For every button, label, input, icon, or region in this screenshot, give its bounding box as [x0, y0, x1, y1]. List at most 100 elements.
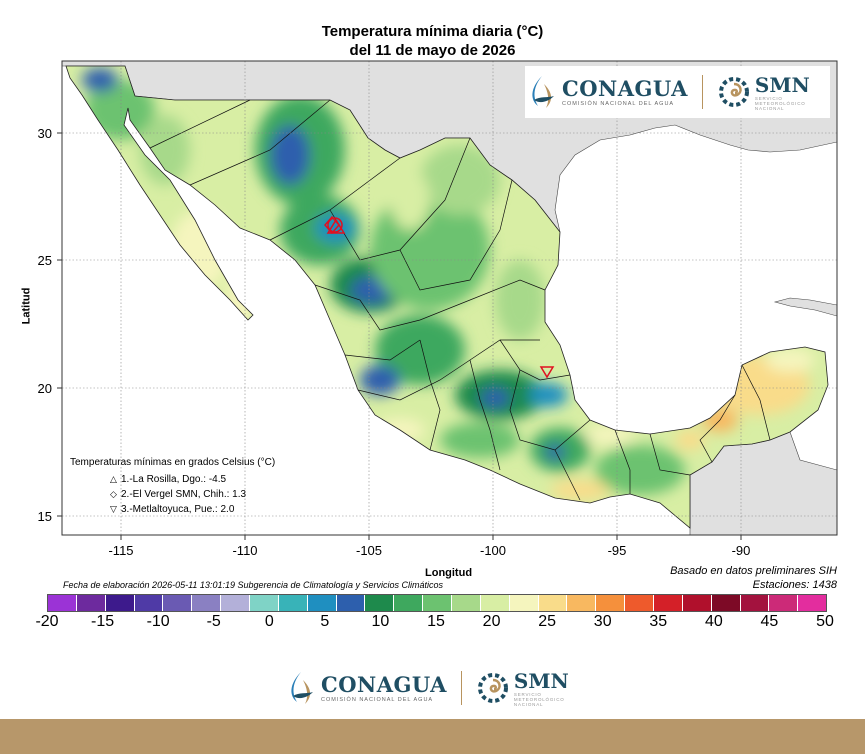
- legend-item: △ 1.-La Rosilla, Dgo.: -4.5: [70, 472, 275, 487]
- color-scale-cell: [76, 595, 106, 611]
- y-tick-label: 20: [38, 381, 52, 396]
- diamond-icon: ◇: [110, 489, 117, 499]
- color-scale-tick-label: 40: [704, 613, 723, 630]
- map-title: Temperatura mínima diaria (°C) del 11 de…: [0, 22, 865, 60]
- legend-item-text: 3.-Metlaltoyuca, Pue.: 2.0: [121, 504, 235, 515]
- color-scale-cell: [625, 595, 655, 611]
- color-scale-tick-label: 10: [371, 613, 390, 630]
- color-scale-cell: [596, 595, 626, 611]
- legend-title: Temperaturas mínimas en grados Celsius (…: [70, 457, 276, 468]
- state-boundaries: [149, 99, 771, 501]
- logo-divider: [460, 671, 462, 705]
- color-scale-tick-label: 20: [482, 613, 501, 630]
- color-scale-tick-label: 30: [593, 613, 612, 630]
- smn-subtitle-2: METEOROLÓGICO: [513, 696, 565, 702]
- logo-footer: CONAGUA COMISIÓN NACIONAL DEL AGUA SMN S…: [287, 666, 569, 710]
- conagua-subtitle: COMISIÓN NACIONAL DEL AGUA: [321, 697, 434, 703]
- color-scale-tick-label: 15: [427, 613, 445, 630]
- y-tick-label: 25: [38, 253, 52, 268]
- color-scale-cell: [48, 595, 77, 611]
- color-scale-cell: [654, 595, 683, 611]
- triangle-down-icon: ▽: [110, 504, 117, 514]
- color-scale-cell: [278, 595, 308, 611]
- color-scale-cell: [250, 595, 279, 611]
- conagua-wordmark: CONAGUA: [562, 76, 688, 101]
- y-axis-label: Latitud: [20, 287, 33, 325]
- color-scale-cell: [134, 595, 164, 611]
- station-1-marker: [326, 218, 346, 234]
- color-scale-tick-label: 5: [320, 613, 330, 630]
- conagua-subtitle: COMISIÓN NACIONAL DEL AGUA: [562, 101, 675, 107]
- smn-logo-icon: [718, 77, 749, 107]
- color-scale-tick-label: -15: [91, 613, 115, 630]
- logo-header: CONAGUA COMISIÓN NACIONAL DEL AGUA SMN S…: [528, 70, 810, 114]
- x-tick-label: -95: [608, 543, 627, 558]
- color-scale-cell: [163, 595, 193, 611]
- color-scale-bar: [47, 594, 827, 612]
- x-tick-label: -90: [732, 543, 751, 558]
- color-scale-cell: [711, 595, 741, 611]
- legend-item-text: 2.-El Vergel SMN, Chih.: 1.3: [121, 489, 247, 500]
- title-line-1: Temperatura mínima diaria (°C): [321, 23, 544, 40]
- y-tick-label: 30: [38, 126, 52, 141]
- color-scale-cell: [307, 595, 337, 611]
- basis-text: Basado en datos preliminares SIH: [670, 565, 837, 577]
- footer-band: [0, 719, 865, 754]
- color-scale-cell: [509, 595, 539, 611]
- x-axis-label: Longitud: [425, 567, 473, 579]
- color-scale-tick-label: 45: [760, 613, 779, 630]
- x-tick-label: -105: [356, 543, 382, 558]
- smn-subtitle-3: NACIONAL: [754, 105, 785, 111]
- color-scale-cell: [538, 595, 568, 611]
- conagua-logo-icon: [291, 672, 313, 704]
- color-scale-cell: [682, 595, 712, 611]
- color-scale-cell: [480, 595, 510, 611]
- mexico-coastline: [65, 65, 829, 529]
- color-scale-cell: [394, 595, 424, 611]
- triangle-up-icon: △: [110, 474, 117, 484]
- smn-subtitle-1: SERVICIO: [513, 691, 542, 697]
- station-markers: [324, 215, 555, 379]
- legend-item-text: 1.-La Rosilla, Dgo.: -4.5: [121, 474, 227, 485]
- cuba-land: [773, 297, 837, 317]
- color-scale-cell: [105, 595, 135, 611]
- color-scale-cell: [221, 595, 251, 611]
- smn-subtitle-3: NACIONAL: [513, 701, 544, 707]
- color-scale-cell: [567, 595, 597, 611]
- color-scale-tick-label: 0: [264, 613, 274, 630]
- station-3-marker: [539, 366, 555, 379]
- x-tick-label: -115: [108, 543, 133, 558]
- color-scale-cell: [423, 595, 453, 611]
- color-scale-cell: [769, 595, 799, 611]
- smn-subtitle-1: SERVICIO: [754, 95, 783, 101]
- legend-item: ◇ 2.-El Vergel SMN, Chih.: 1.3: [70, 487, 275, 502]
- color-scale-tick-label: 25: [538, 613, 557, 630]
- x-tick-label: -110: [232, 543, 257, 558]
- y-tick-label: 15: [38, 509, 52, 524]
- color-scale-tick-label: -20: [35, 613, 59, 630]
- color-scale-cell: [452, 595, 481, 611]
- elaboration-date: Fecha de elaboración 2026-05-11 13:01:19…: [63, 580, 444, 590]
- stations-count: Estaciones: 1438: [752, 579, 837, 591]
- color-scale-cell: [336, 595, 366, 611]
- legend-item: ▽ 3.-Metlaltoyuca, Pue.: 2.0: [70, 502, 275, 517]
- smn-logo-icon: [477, 673, 508, 703]
- x-tick-label: -100: [480, 543, 506, 558]
- conagua-wordmark: CONAGUA: [321, 672, 447, 697]
- station-1-ring: [327, 217, 343, 233]
- color-scale-cell: [365, 595, 395, 611]
- color-scale-tick-label: 35: [649, 613, 668, 630]
- smn-wordmark: SMN: [754, 72, 810, 97]
- color-scale-cell: [740, 595, 770, 611]
- station-2-marker: [324, 215, 340, 235]
- smn-subtitle-2: METEOROLÓGICO: [754, 100, 806, 106]
- color-scale-tick-label: 50: [816, 613, 834, 630]
- color-scale-tick-label: -5: [206, 613, 221, 630]
- conagua-logo-icon: [532, 76, 554, 108]
- color-scale-ticks: -20 -15 -10 -5 0 5 10 15 20 25 30 35 40 45 50: [35, 613, 833, 633]
- smn-wordmark: SMN: [513, 668, 569, 693]
- color-scale-cell: [192, 595, 222, 611]
- station-legend: Temperaturas mínimas en grados Celsius (…: [70, 455, 275, 517]
- logo-divider: [701, 75, 703, 109]
